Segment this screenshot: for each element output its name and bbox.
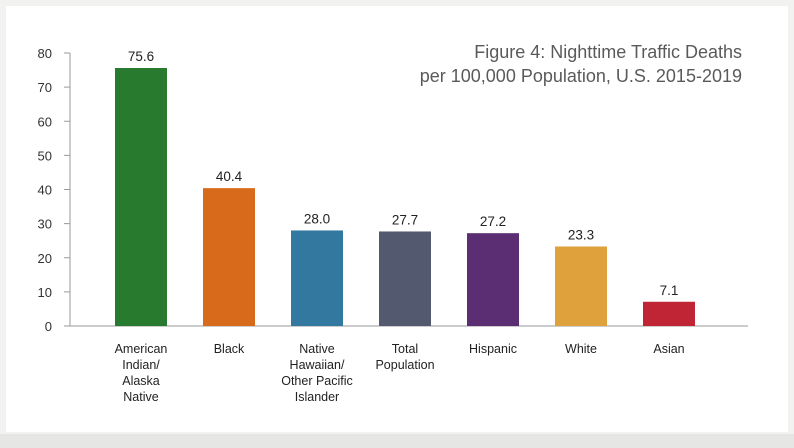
x-tick-label-line: Hispanic — [469, 342, 517, 356]
labels: 75.6 American Indian/Alaska Native 40.4 Black… — [115, 49, 685, 404]
chart-subtitle: per 100,000 Population, U.S. 2015-2019 — [419, 66, 742, 86]
bar — [467, 233, 519, 326]
x-tick-label-line: Indian/ — [122, 358, 160, 372]
x-tick-label-line: Population — [375, 358, 434, 372]
bar-value-label: 27.7 — [392, 212, 418, 227]
bar — [555, 246, 607, 326]
bar-value-label: 7.1 — [660, 283, 679, 298]
y-tick-label: 20 — [38, 251, 52, 266]
x-tick-label: White — [565, 342, 597, 356]
bar-value-label: 40.4 — [216, 169, 243, 184]
bar — [291, 230, 343, 326]
y-tick-label: 50 — [38, 148, 52, 163]
x-tick-label: Asian — [653, 342, 684, 356]
x-tick-label-line: Islander — [295, 390, 339, 404]
y-tick-label: 30 — [38, 217, 52, 232]
x-tick-label-line: American — [115, 342, 168, 356]
x-tick-label-line: Black — [214, 342, 245, 356]
bar-value-label: 27.2 — [480, 214, 506, 229]
bar-value-label: 75.6 — [128, 49, 154, 64]
x-tick-label-line: Asian — [653, 342, 684, 356]
x-tick-label-line: Total — [392, 342, 418, 356]
bar-value-label: 23.3 — [568, 227, 594, 242]
y-tick-label: 70 — [38, 80, 52, 95]
y-tick-label: 0 — [45, 319, 52, 334]
x-tick-label: Hispanic — [469, 342, 517, 356]
bars — [115, 68, 695, 326]
chart-title: Figure 4: Nighttime Traffic Deaths — [474, 42, 742, 62]
bar — [643, 301, 695, 326]
x-tick-label-line: Hawaiian/ — [290, 358, 345, 372]
bottom-strip — [0, 434, 794, 448]
x-tick-label: Native Hawaiian/Other Pacific Islander — [281, 342, 353, 404]
x-tick-label: American Indian/Alaska Native — [115, 342, 168, 404]
y-tick-label: 40 — [38, 183, 52, 198]
x-tick-label-line: Other Pacific — [281, 374, 353, 388]
bar-value-label: 28.0 — [304, 211, 330, 226]
x-tick-label-line: Native — [123, 390, 158, 404]
x-tick-label-line: Native — [299, 342, 334, 356]
y-tick-label: 60 — [38, 114, 52, 129]
x-tick-label-line: Alaska — [122, 374, 160, 388]
y-tick-label: 80 — [38, 46, 52, 61]
bar — [115, 68, 167, 326]
x-tick-label: Black — [214, 342, 245, 356]
chart-title-block: Figure 4: Nighttime Traffic Deaths per 1… — [322, 40, 742, 88]
x-tick-label: Total Population — [375, 342, 434, 372]
bar — [203, 188, 255, 326]
y-tick-label: 10 — [38, 285, 52, 300]
bar — [379, 231, 431, 326]
x-tick-label-line: White — [565, 342, 597, 356]
